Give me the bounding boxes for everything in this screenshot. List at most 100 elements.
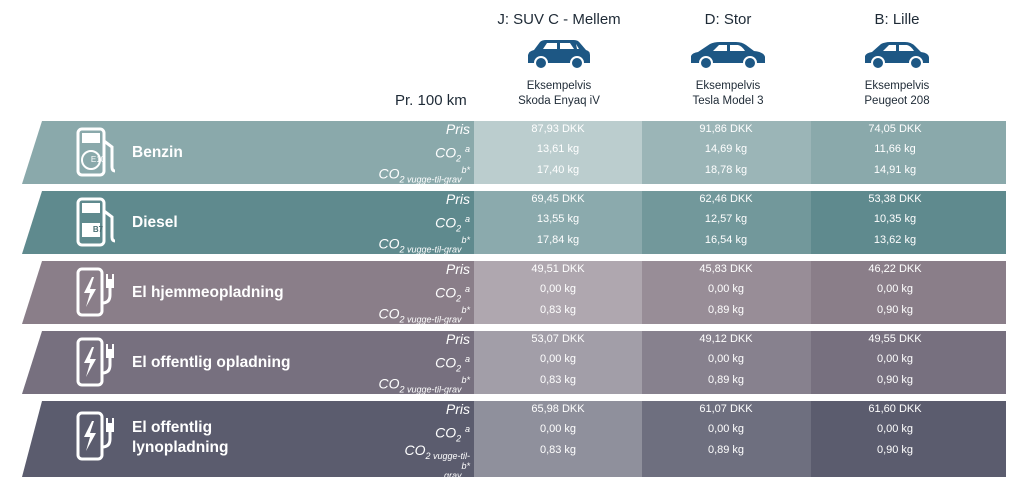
fuel-badge: E10: [90, 155, 106, 164]
price-value: 62,46 DKK: [699, 193, 753, 205]
column-header-large: D: Stor Eksempelvis Tesla Model 3: [643, 0, 813, 109]
co2-value: 0,00 kg: [876, 353, 914, 365]
co2-lifecycle-value: 0,90 kg: [876, 374, 914, 386]
row-background: [22, 191, 1006, 254]
price-value: 65,98 DKK: [531, 403, 585, 415]
gas-pump-icon: [76, 197, 116, 247]
price-value: 49,51 DKK: [531, 263, 585, 275]
co2-value: 13,55 kg: [536, 213, 580, 225]
fuel-row-benzin: E10 Benzin Pris CO2 a CO2 vugge-til-grav…: [22, 121, 1006, 184]
example-label: Eksempelvis: [526, 80, 592, 92]
column-header-suv: J: SUV C - Mellem Eksempelvis Skoda Enya…: [474, 0, 644, 109]
co2-value: 0,00 kg: [707, 353, 745, 365]
example-model: Peugeot 208: [864, 95, 930, 107]
co2-lifecycle-label: CO2 vugge-til-gravb*: [378, 165, 470, 185]
ev-charger-icon: [76, 411, 114, 461]
price-value: 53,38 DKK: [868, 193, 922, 205]
fuel-row-el-lyn: El offentlig lynopladning Pris CO2 a CO2…: [22, 401, 1006, 480]
co2-lifecycle-label: CO2 vugge-til-gravb*: [378, 235, 470, 255]
price-value: 53,07 DKK: [531, 333, 585, 345]
price-value: 49,55 DKK: [868, 333, 922, 345]
co2-lifecycle-value: 16,54 kg: [704, 234, 748, 246]
co2-value: 14,69 kg: [704, 143, 748, 155]
price-value: 61,60 DKK: [868, 403, 922, 415]
fuel-name: El hjemmeopladning: [132, 284, 284, 301]
co2-lifecycle-value: 14,91 kg: [873, 164, 917, 176]
fuel-row-el-offentlig: El offentlig opladning Pris CO2 a CO2 vu…: [22, 331, 1006, 394]
co2-lifecycle-value: 0,89 kg: [707, 304, 745, 316]
co2-label: CO2 a: [435, 284, 470, 304]
co2-lifecycle-value: 18,78 kg: [704, 164, 748, 176]
price-value: 46,22 DKK: [868, 263, 922, 275]
co2-lifecycle-value: 0,89 kg: [707, 374, 745, 386]
price-value: 87,93 DKK: [531, 123, 585, 135]
co2-value: 11,66 kg: [874, 143, 916, 155]
co2-lifecycle-value: 0,90 kg: [876, 444, 914, 456]
co2-lifecycle-value: 0,83 kg: [539, 444, 577, 456]
price-value: 61,07 DKK: [699, 403, 753, 415]
co2-value: 0,00 kg: [707, 283, 745, 295]
co2-lifecycle-value: 17,84 kg: [536, 234, 580, 246]
column-header-small: B: Lille Eksempelvis Peugeot 208: [812, 0, 982, 109]
fuel-name-line1: El offentlig: [132, 419, 213, 436]
price-label: Pris: [445, 331, 470, 347]
co2-lifecycle-value: 13,62 kg: [873, 234, 917, 246]
price-value: 69,45 DKK: [531, 193, 585, 205]
co2-label: CO2 a: [435, 144, 470, 164]
per-100km-label: Pr. 100 km: [395, 92, 467, 109]
sedan-car-icon: [691, 42, 765, 70]
co2-lifecycle-label: CO2 vugge-til-gravb*: [378, 305, 470, 325]
price-label: Pris: [445, 401, 470, 417]
fuel-row-diesel: B7 Diesel Pris CO2 a CO2 vugge-til-gravb…: [22, 191, 1006, 254]
price-value: 45,83 DKK: [699, 263, 753, 275]
gas-pump-icon: [76, 127, 116, 177]
fuel-row-el-hjemme: El hjemmeopladning Pris CO2 a CO2 vugge-…: [22, 261, 1006, 324]
row-background: [22, 331, 1006, 394]
fuel-badge: B7: [92, 225, 104, 234]
price-label: Pris: [445, 191, 470, 207]
fuel-name: Diesel: [132, 214, 178, 231]
price-value: 91,86 DKK: [699, 123, 753, 135]
co2-value: 10,35 kg: [873, 213, 917, 225]
segment-title: B: Lille: [874, 11, 920, 28]
price-value: 74,05 DKK: [868, 123, 922, 135]
row-background: [22, 401, 1006, 477]
segment-title: D: Stor: [704, 11, 752, 28]
co2-lifecycle-value: 0,89 kg: [707, 444, 745, 456]
segment-title: J: SUV C - Mellem: [497, 11, 621, 28]
co2-label: CO2 a: [435, 214, 470, 234]
ev-charger-icon: [76, 337, 114, 387]
price-label: Pris: [445, 121, 470, 137]
co2-value: 0,00 kg: [707, 423, 745, 435]
co2-label: CO2 a: [435, 354, 470, 374]
co2-lifecycle-value: 0,90 kg: [876, 304, 914, 316]
co2-value: 0,00 kg: [876, 423, 914, 435]
co2-lifecycle-label-wrap: gravb*: [443, 461, 470, 481]
row-background: [22, 121, 1006, 184]
co2-lifecycle-label: CO2 vugge-til-gravb*: [378, 375, 470, 395]
suv-car-icon: [528, 40, 590, 70]
co2-lifecycle-value: 17,40 kg: [536, 164, 580, 176]
price-value: 49,12 DKK: [699, 333, 753, 345]
co2-value: 0,00 kg: [876, 283, 914, 295]
example-label: Eksempelvis: [695, 80, 761, 92]
co2-lifecycle-value: 0,83 kg: [539, 374, 577, 386]
co2-value: 0,00 kg: [539, 353, 577, 365]
fuel-name: Benzin: [132, 144, 183, 161]
fuel-name-line2: lynopladning: [132, 439, 229, 456]
example-model: Skoda Enyaq iV: [518, 95, 600, 107]
row-background: [22, 261, 1006, 324]
example-model: Tesla Model 3: [692, 95, 764, 107]
co2-value: 0,00 kg: [539, 423, 577, 435]
ev-charger-icon: [76, 267, 114, 317]
co2-lifecycle-label: CO2 vugge-til-: [404, 442, 470, 461]
price-label: Pris: [445, 261, 470, 277]
example-label: Eksempelvis: [864, 80, 930, 92]
co2-lifecycle-value: 0,83 kg: [539, 304, 577, 316]
small-car-icon: [865, 42, 929, 70]
fuel-name: El offentlig opladning: [132, 354, 291, 371]
co2-value: 13,61 kg: [536, 143, 580, 155]
co2-label: CO2 a: [435, 424, 470, 444]
co2-value: 0,00 kg: [539, 283, 577, 295]
co2-value: 12,57 kg: [704, 213, 748, 225]
